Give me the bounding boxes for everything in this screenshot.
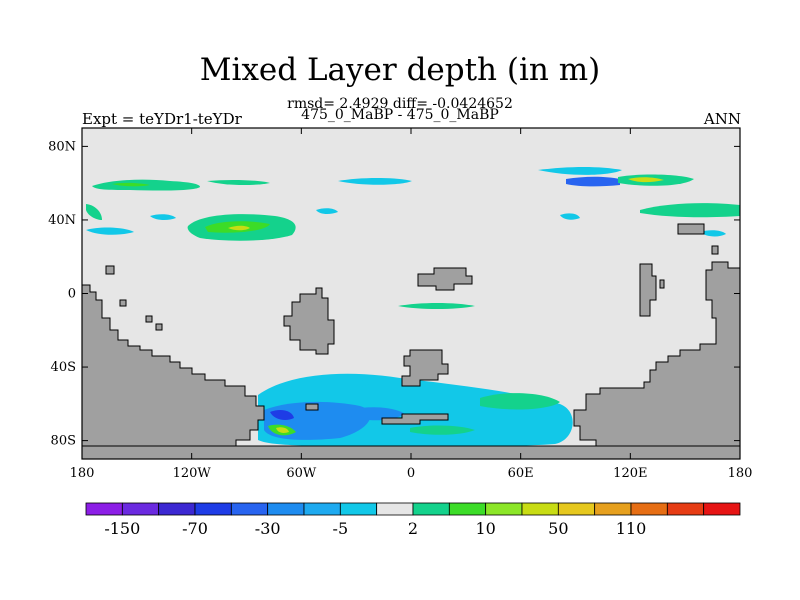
contour-green: [640, 203, 740, 218]
period-subtitle: 475_0_MaBP - 475_0_MaBP: [301, 107, 499, 123]
colorbar-label: -30: [255, 519, 281, 538]
land-south-island: [401, 349, 449, 387]
colorbar-swatch: [485, 502, 523, 516]
contour-yellow: [228, 225, 250, 231]
colorbar-swatch: [121, 502, 160, 516]
rmsd-diff-stats: rmsd= 2.4929 diff= -0.0424652: [287, 96, 513, 112]
contour-green: [480, 393, 560, 410]
contour-cyan: [560, 213, 580, 220]
colorbar-swatch: [303, 502, 341, 516]
contour-green: [112, 182, 150, 187]
x-tick-label: 120W: [173, 466, 212, 481]
colorbar-label: -70: [182, 519, 208, 538]
contour-cyan: [338, 178, 412, 185]
colorbar-label: 110: [616, 519, 647, 538]
colorbar-swatch: [594, 502, 632, 516]
land-islet: [119, 299, 127, 307]
page-title: Mixed Layer depth (in m): [199, 52, 601, 88]
colorbar-label: -150: [104, 519, 140, 538]
contour-cyan: [700, 230, 726, 237]
season-label: ANN: [703, 110, 741, 128]
y-axis-ticks: 80N 40N 0 40S 80S: [48, 139, 740, 449]
x-axis-ticks: 180 120W 60W 0 60E 120E 180: [70, 128, 753, 481]
x-tick-label: 180: [728, 466, 753, 481]
land-islet: [155, 323, 163, 331]
colorbar-swatch: [267, 502, 305, 516]
x-tick-label: 120E: [613, 466, 647, 481]
colorbar-label: -5: [333, 519, 349, 538]
land-islet: [305, 403, 319, 411]
land-islet: [659, 279, 665, 289]
y-tick-label: 40S: [51, 360, 76, 375]
colorbar-swatch: [703, 502, 741, 516]
colorbar-swatch: [666, 502, 705, 516]
land-east-continent: [573, 261, 741, 447]
colorbar-swatch: [158, 502, 196, 516]
contour-green: [398, 303, 475, 309]
colorbar-swatch: [230, 502, 269, 516]
colorbar-swatch: [194, 502, 232, 516]
colorbar-swatch: [339, 502, 378, 516]
colorbar-label: 50: [548, 519, 568, 538]
land-west-continent: [81, 284, 265, 447]
land-islet: [711, 245, 719, 255]
colorbar-swatch: [376, 502, 414, 516]
contour-blue: [350, 407, 405, 421]
contour-cyan: [320, 378, 370, 389]
land-mid-island: [283, 287, 335, 355]
land-central-island: [417, 267, 473, 291]
x-tick-label: 180: [70, 466, 95, 481]
contour-yellow: [276, 427, 289, 433]
land-east-peninsula: [639, 263, 657, 317]
contour-cyan: [538, 167, 622, 175]
x-tick-label: 0: [407, 466, 415, 481]
anomaly-contours: [86, 167, 740, 447]
contour-green: [207, 179, 270, 186]
colorbar-swatch: [412, 502, 450, 516]
colorbar-swatch: [557, 502, 596, 516]
land-antarctic-ridge: [381, 413, 449, 425]
contour-green: [86, 204, 102, 220]
y-tick-label: 40N: [48, 213, 76, 228]
colorbar-label: 10: [475, 519, 495, 538]
y-tick-label: 80S: [51, 434, 76, 449]
colorbar-swatch: [521, 502, 559, 516]
x-tick-label: 60E: [508, 466, 534, 481]
contour-blue: [566, 176, 620, 187]
colorbar: -150 -70 -30 -5 2 10 50 110: [85, 502, 741, 538]
y-tick-label: 0: [68, 287, 76, 302]
land-masses: [81, 223, 741, 460]
y-tick-label: 80N: [48, 139, 76, 154]
x-tick-label: 60W: [286, 466, 317, 481]
contour-green: [410, 425, 475, 435]
contour-cyan: [150, 214, 176, 221]
colorbar-swatch: [85, 502, 123, 516]
contour-cyan: [316, 208, 338, 215]
colorbar-swatch: [630, 502, 668, 516]
contour-cyan: [86, 227, 134, 235]
colorbar-swatch: [448, 502, 487, 516]
land-north-island: [677, 223, 705, 235]
contour-yellow: [628, 177, 664, 183]
land-islet: [105, 265, 115, 275]
colorbar-label: 2: [408, 519, 418, 538]
land-islet: [145, 315, 153, 323]
contour-blue: [270, 410, 294, 420]
experiment-label: Expt = teYDr1-teYDr: [82, 110, 242, 128]
